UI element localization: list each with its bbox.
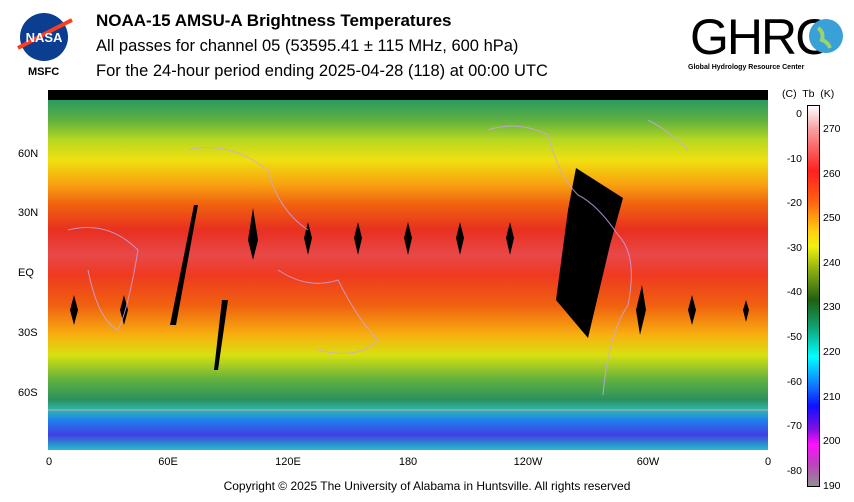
svg-text:NASA: NASA bbox=[26, 30, 63, 45]
lat-label: 60S bbox=[18, 387, 38, 399]
swath-gap bbox=[170, 205, 198, 325]
celsius-tick-label: -10 bbox=[786, 152, 802, 165]
lat-label: 60N bbox=[18, 148, 39, 160]
kelvin-tick-label: 270 bbox=[823, 123, 841, 135]
copyright: Copyright © 2025 The University of Alaba… bbox=[223, 479, 631, 493]
lon-label: 0 bbox=[764, 456, 772, 468]
celsius-tick-label: -30 bbox=[786, 241, 802, 254]
data-gaps bbox=[48, 119, 768, 411]
kelvin-tick-label: 200 bbox=[823, 435, 841, 448]
swath-gap bbox=[70, 295, 78, 325]
channel-subtitle: All passes for channel 05 (53595.41 ± 11… bbox=[96, 37, 519, 55]
lat-label: 30N bbox=[18, 207, 39, 219]
celsius-tick-label: -40 bbox=[786, 286, 802, 299]
celsius-tick-label: -80 bbox=[786, 464, 802, 477]
celsius-tick-label: -20 bbox=[786, 197, 802, 210]
swath-gap bbox=[556, 168, 623, 338]
coastlines bbox=[48, 119, 768, 411]
colorbar-header: (C) Tb (K) bbox=[782, 88, 835, 100]
kelvin-tick-label: 230 bbox=[823, 301, 841, 314]
colorbar bbox=[807, 105, 820, 487]
swath-gap bbox=[636, 285, 646, 335]
swath-gap bbox=[456, 222, 464, 255]
kelvin-tick-label: 250 bbox=[823, 212, 841, 225]
swath-gap bbox=[354, 222, 362, 255]
ghrc-logo-subtitle: Global Hydrology Resource Center bbox=[688, 64, 805, 71]
swath-gap bbox=[743, 300, 749, 322]
celsius-tick-label: 0 bbox=[796, 108, 802, 120]
lat-label: 30S bbox=[18, 327, 38, 339]
kelvin-tick-label: 210 bbox=[823, 390, 841, 403]
swath-gap bbox=[506, 222, 514, 255]
celsius-tick-label: -70 bbox=[786, 420, 802, 433]
celsius-tick-label: -60 bbox=[786, 375, 802, 388]
swath-gap bbox=[404, 222, 412, 255]
lon-label: 60E bbox=[158, 456, 178, 468]
nasa-logo: NASA bbox=[14, 12, 74, 62]
lon-label: 120E bbox=[275, 456, 301, 468]
swath-gap bbox=[120, 295, 128, 325]
swath-gap bbox=[688, 295, 696, 325]
period-subtitle: For the 24-hour period ending 2025-04-28… bbox=[96, 62, 548, 80]
swath-gap bbox=[248, 208, 258, 260]
lat-label: EQ bbox=[18, 267, 34, 279]
lon-label: 0 bbox=[45, 456, 53, 468]
lon-label: 60W bbox=[636, 456, 660, 468]
msfc-label: MSFC bbox=[28, 66, 60, 78]
swath-gap bbox=[304, 222, 312, 255]
ghrc-logo-text: GHRC bbox=[690, 9, 831, 65]
kelvin-tick-label: 240 bbox=[823, 256, 841, 269]
swath-gap bbox=[214, 300, 228, 370]
brightness-temperature-map bbox=[48, 90, 768, 450]
kelvin-tick-label: 190 bbox=[823, 479, 841, 492]
lon-label: 180 bbox=[398, 456, 418, 468]
page-title: NOAA-15 AMSU-A Brightness Temperatures bbox=[96, 11, 452, 30]
kelvin-tick-label: 220 bbox=[823, 346, 841, 358]
kelvin-tick-label: 260 bbox=[823, 167, 841, 180]
lon-label: 120W bbox=[513, 456, 543, 468]
ghrc-logo: GHRC Global Hydrology Resource Center bbox=[688, 6, 848, 76]
celsius-tick-label: -50 bbox=[786, 331, 802, 343]
